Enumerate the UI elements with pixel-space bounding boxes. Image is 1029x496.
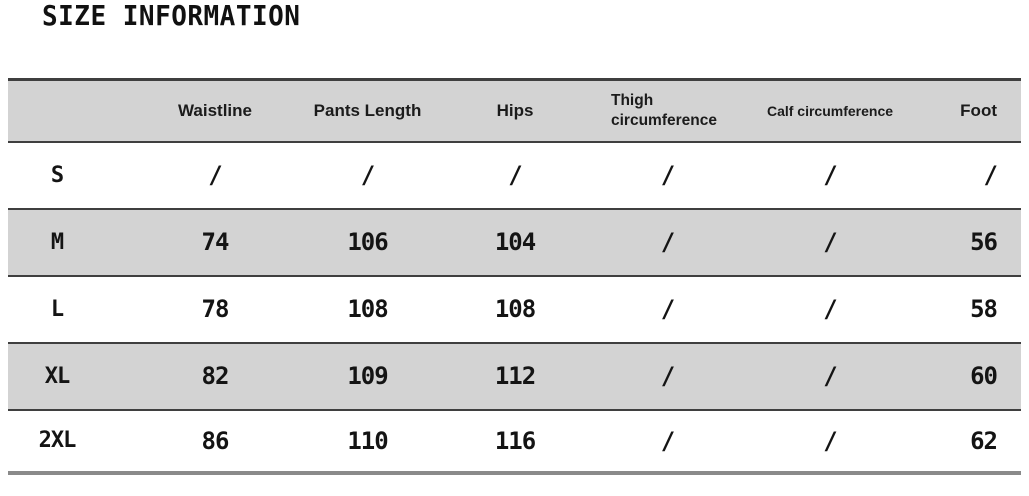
column-header-pants-length: Pants Length — [313, 100, 422, 120]
column-header-waistline: Waistline — [178, 100, 252, 120]
table-cell: / — [823, 228, 837, 256]
table-cell: / — [660, 295, 675, 323]
column-header-calf-circumference: Calf circumference — [766, 102, 894, 119]
table-cell: 82 — [201, 362, 230, 390]
size-table-body: S / / / / / / M 74 106 104 / / 56 L 78 108 108 / / 58 XL 82 109… — [8, 141, 1021, 473]
page-title: SIZE INFORMATION — [42, 1, 301, 33]
size-label: L — [50, 296, 64, 322]
table-cell: / — [208, 161, 222, 189]
table-cell: 86 — [201, 426, 230, 455]
table-cell: / — [660, 362, 675, 390]
table-cell: 58 — [970, 295, 998, 323]
table-cell: 78 — [201, 295, 230, 323]
table-cell: / — [983, 161, 998, 189]
size-label: M — [50, 229, 64, 255]
table-cell: 60 — [970, 362, 998, 390]
table-cell: / — [360, 161, 375, 189]
table-cell: 108 — [494, 295, 536, 323]
column-header-thigh-circumference: Thigh circumference — [611, 91, 717, 129]
table-cell: / — [823, 161, 837, 189]
table-row: XL 82 109 112 / / 60 — [8, 342, 1021, 410]
table-cell: 108 — [347, 295, 388, 323]
table-cell: / — [660, 426, 675, 455]
table-row: 2XL 86 110 116 / / 62 — [8, 409, 1021, 473]
table-cell: / — [508, 161, 522, 189]
table-row: M 74 106 104 / / 56 — [8, 208, 1021, 276]
table-cell: 104 — [494, 228, 536, 256]
column-header-size — [8, 80, 140, 142]
table-cell: / — [823, 426, 837, 455]
size-label: S — [50, 162, 64, 188]
column-header-foot: Foot — [960, 100, 997, 120]
table-cell: / — [660, 161, 675, 189]
table-cell: 106 — [347, 228, 388, 256]
table-cell: / — [823, 295, 837, 323]
header-row: Waistline Pants Length Hips Thigh circumfer… — [8, 79, 1021, 142]
table-cell: 56 — [970, 228, 998, 256]
table-cell: 109 — [347, 362, 388, 390]
table-cell: 112 — [494, 362, 536, 390]
table-cell: 74 — [201, 228, 230, 256]
size-table-head: Waistline Pants Length Hips Thigh circumfer… — [8, 79, 1021, 142]
table-cell: 116 — [494, 426, 536, 455]
size-label: XL — [44, 363, 71, 389]
table-cell: / — [660, 228, 675, 256]
column-header-hips: Hips — [496, 100, 534, 120]
table-row: L 78 108 108 / / 58 — [8, 275, 1021, 343]
table-cell: / — [823, 362, 837, 390]
table-cell: 110 — [347, 426, 388, 455]
table-row: S / / / / / / — [8, 141, 1021, 209]
size-table: Waistline Pants Length Hips Thigh circumfer… — [8, 78, 1021, 475]
size-label: 2XL — [38, 428, 77, 453]
table-cell: 62 — [970, 426, 998, 455]
